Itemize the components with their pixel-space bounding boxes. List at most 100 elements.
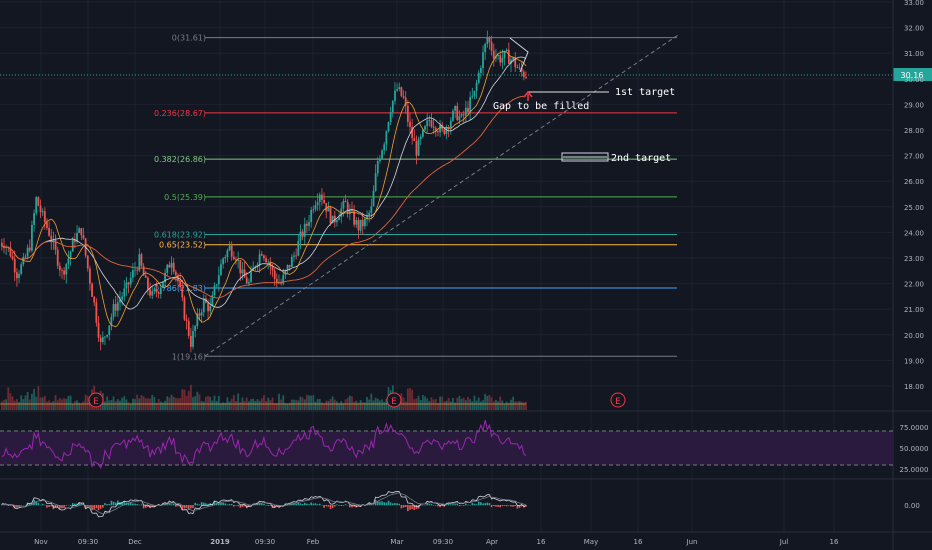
volume-bar: [409, 387, 411, 410]
volume-bar: [26, 391, 29, 410]
candle-body: [11, 256, 14, 259]
candle-body: [239, 260, 242, 274]
time-tick-label: 16: [537, 538, 546, 546]
candle-body: [419, 136, 422, 140]
candle-body: [482, 52, 484, 69]
macd-histogram-bar: [93, 505, 96, 510]
candle-body: [149, 289, 151, 296]
candle-body: [245, 277, 248, 284]
volume-bar: [263, 395, 265, 410]
candle-body: [278, 282, 280, 284]
volume-bar: [348, 395, 351, 410]
macd-histogram-bar: [213, 501, 216, 506]
macd-histogram-bar: [495, 505, 497, 507]
current-price-label: 30.16: [901, 71, 924, 80]
earnings-marker[interactable]: [386, 392, 402, 408]
volume-bar: [411, 389, 414, 410]
candle-body: [37, 197, 40, 206]
macd-histogram-bar: [411, 505, 413, 509]
volume-bar: [290, 399, 293, 410]
macd-histogram-bar: [480, 502, 482, 506]
trend-line[interactable]: [204, 34, 679, 357]
candle-body: [404, 97, 407, 106]
macd-indicator[interactable]: [1, 491, 527, 518]
volume-bar: [370, 393, 373, 410]
wedge-drawing[interactable]: [509, 37, 529, 73]
candle-body: [127, 282, 130, 285]
macd-histogram-bar: [383, 502, 386, 506]
volume-bar: [432, 399, 435, 410]
macd-histogram-bar: [402, 505, 405, 508]
volume-bar: [222, 402, 225, 410]
rsi-tick-label: 25.0000: [900, 466, 929, 474]
macd-histogram-bar: [297, 502, 300, 506]
volume-bar: [404, 401, 407, 410]
macd-tick-label: 0.00: [904, 502, 920, 510]
volume-bar: [295, 400, 298, 410]
macd-histogram-bar: [492, 505, 495, 507]
macd-histogram-bar: [338, 505, 340, 506]
earnings-marker[interactable]: [610, 392, 626, 408]
macd-histogram-bar: [134, 503, 136, 506]
time-tick-label: Mar: [390, 538, 403, 546]
candle-body: [338, 217, 341, 221]
volume-bar: [162, 402, 164, 410]
price-tick-label: 21.00: [904, 306, 924, 314]
candle-body: [267, 261, 270, 263]
rsi-indicator[interactable]: [1, 419, 527, 470]
volume-bar: [280, 399, 283, 410]
price-axis[interactable]: 33.00 32.00 31.00 30.00 29.00 28.00 27.00 26.00…: [904, 0, 924, 391]
macd-histogram-bar: [299, 503, 302, 506]
volume-bar: [7, 387, 10, 410]
candle-body: [432, 126, 435, 128]
target2-box[interactable]: [561, 152, 609, 162]
candle-body: [303, 223, 306, 237]
macd-histogram-bar: [415, 505, 418, 509]
candle-body: [67, 258, 70, 264]
earnings-markers[interactable]: E E E: [88, 392, 626, 408]
volume-bar: [488, 394, 491, 410]
earnings-marker[interactable]: [88, 392, 104, 408]
candle-body: [265, 258, 267, 263]
macd-histogram-bar: [351, 505, 353, 508]
candle-body: [31, 224, 33, 251]
time-axis[interactable]: Nov 09:30 Dec 2019 09:30 Feb Mar 09:30 Apr 16 May 1…: [34, 538, 839, 546]
volume-bar: [15, 399, 18, 410]
candle-body: [454, 106, 457, 111]
candle-body: [185, 319, 188, 321]
candle-body: [263, 255, 265, 259]
candle-body: [297, 240, 300, 256]
macd-histogram-bar: [497, 505, 499, 507]
price-tick-label: 25.00: [904, 204, 924, 212]
candle-body: [475, 82, 478, 91]
candle-body: [415, 141, 418, 156]
macd-histogram-bar: [462, 505, 465, 506]
macd-histogram-bar: [503, 505, 506, 506]
price-tick-label: 18.00: [904, 383, 924, 391]
volume-bar: [372, 400, 375, 410]
dashed-trendline[interactable]: [204, 34, 679, 357]
candle-body: [490, 42, 493, 51]
candle-body: [389, 112, 392, 123]
macd-histogram-bar: [243, 505, 246, 507]
candle-body: [20, 264, 23, 274]
volume-bar: [252, 398, 255, 410]
target-annotations[interactable]: 1st target Gap to be filled 2nd target: [493, 37, 675, 164]
macd-histogram-bar: [310, 502, 312, 506]
volume-bar: [250, 399, 252, 410]
volume-bar: [65, 398, 68, 410]
price-tick-label: 23.00: [904, 255, 924, 263]
candle-body: [162, 282, 164, 288]
candle-body: [460, 114, 463, 117]
candle-body: [209, 305, 212, 312]
candle-body: [189, 335, 192, 347]
macd-histogram-bar: [56, 505, 59, 508]
candle-body: [312, 209, 315, 211]
candle-body: [310, 209, 313, 223]
time-tick-label: 09:30: [433, 538, 453, 546]
candle-body: [114, 304, 117, 311]
candle-body: [187, 320, 190, 336]
macd-histogram-bar: [473, 503, 476, 506]
volume-bar: [353, 401, 356, 410]
